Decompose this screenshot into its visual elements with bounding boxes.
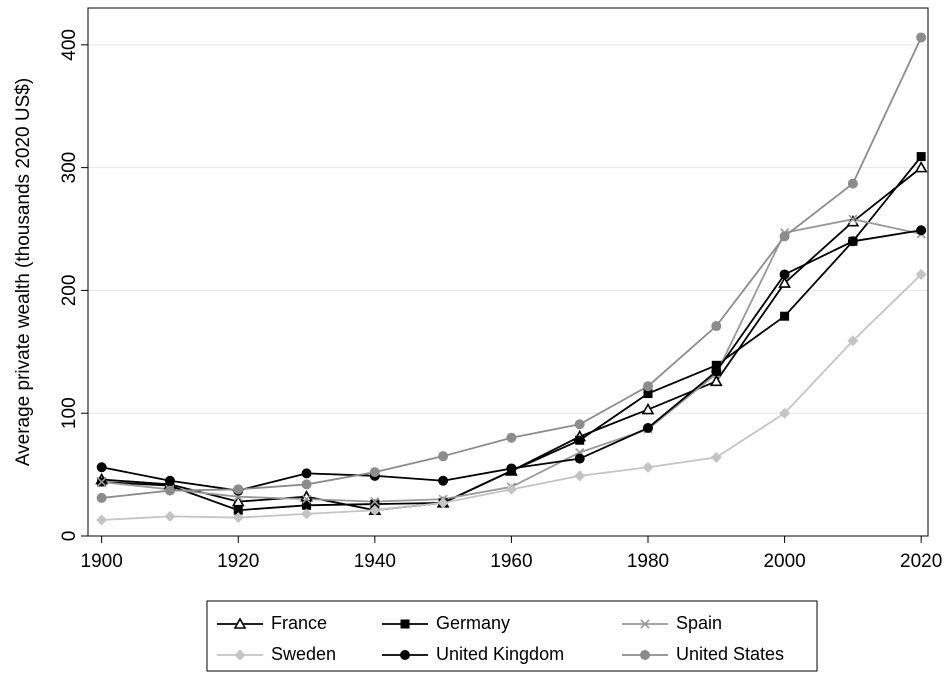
y-tick-label: 0 xyxy=(59,531,80,542)
marker xyxy=(438,475,449,486)
marker xyxy=(575,435,585,445)
marker xyxy=(711,321,722,332)
marker xyxy=(778,276,791,288)
x-tick-label: 1920 xyxy=(217,551,259,572)
y-tick-label: 200 xyxy=(59,275,80,307)
marker xyxy=(915,268,927,280)
marker xyxy=(914,160,928,173)
marker xyxy=(710,451,722,463)
marker xyxy=(640,650,650,660)
legend-label: Germany xyxy=(436,613,510,633)
x-tick-label: 1900 xyxy=(81,551,123,572)
plot-frame xyxy=(87,7,929,537)
y-tick-label: 100 xyxy=(59,397,80,429)
x-tick-label: 2000 xyxy=(763,551,805,572)
x-tick-label: 1980 xyxy=(627,551,669,572)
marker xyxy=(233,484,244,495)
marker xyxy=(779,231,790,242)
marker xyxy=(164,510,176,522)
marker xyxy=(640,619,650,629)
marker xyxy=(400,619,410,629)
marker xyxy=(506,463,517,474)
marker xyxy=(643,389,653,399)
marker xyxy=(302,500,312,510)
marker xyxy=(438,451,449,462)
marker xyxy=(779,269,790,280)
marker xyxy=(505,483,517,495)
marker xyxy=(96,462,107,473)
legend-label: United Kingdom xyxy=(436,644,564,664)
marker xyxy=(847,236,858,247)
marker xyxy=(164,475,175,486)
marker xyxy=(301,508,313,520)
legend-label: United States xyxy=(676,644,784,664)
legend-label: France xyxy=(271,613,327,633)
marker xyxy=(437,497,449,509)
marker xyxy=(233,617,247,629)
marker xyxy=(506,432,517,443)
marker xyxy=(916,225,927,236)
y-tick-label: 300 xyxy=(59,152,80,184)
marker xyxy=(369,504,381,516)
marker xyxy=(643,422,653,433)
marker xyxy=(574,470,586,482)
marker xyxy=(779,407,791,419)
marker xyxy=(164,485,175,496)
marker xyxy=(641,402,655,415)
marker xyxy=(97,477,107,487)
marker xyxy=(400,650,410,660)
marker xyxy=(370,497,380,507)
x-tick-label: 2020 xyxy=(900,551,942,572)
marker xyxy=(780,311,790,321)
marker xyxy=(848,214,858,224)
marker xyxy=(709,374,723,387)
marker xyxy=(233,505,243,515)
marker xyxy=(643,381,653,392)
y-axis-label: Average private wealth (thousands 2020 U… xyxy=(13,78,34,466)
marker xyxy=(96,514,108,526)
y-tick-label: 400 xyxy=(59,29,80,61)
marker xyxy=(369,467,380,478)
marker xyxy=(234,649,246,661)
marker xyxy=(232,512,244,524)
marker xyxy=(301,468,312,479)
marker xyxy=(96,492,107,503)
legend-label: Spain xyxy=(676,613,722,633)
marker xyxy=(711,366,722,377)
marker xyxy=(370,499,380,509)
marker xyxy=(574,453,585,464)
marker xyxy=(301,479,312,490)
x-tick-label: 1940 xyxy=(354,551,396,572)
marker xyxy=(231,494,245,507)
x-tick-label: 1960 xyxy=(490,551,532,572)
marker xyxy=(301,494,312,504)
marker xyxy=(916,152,926,162)
marker xyxy=(642,461,654,473)
legend-label: Sweden xyxy=(271,644,336,664)
marker xyxy=(574,419,585,430)
marker xyxy=(916,32,927,43)
marker xyxy=(847,335,859,347)
marker xyxy=(711,360,721,370)
legend-box xyxy=(206,600,818,672)
marker xyxy=(847,178,858,189)
